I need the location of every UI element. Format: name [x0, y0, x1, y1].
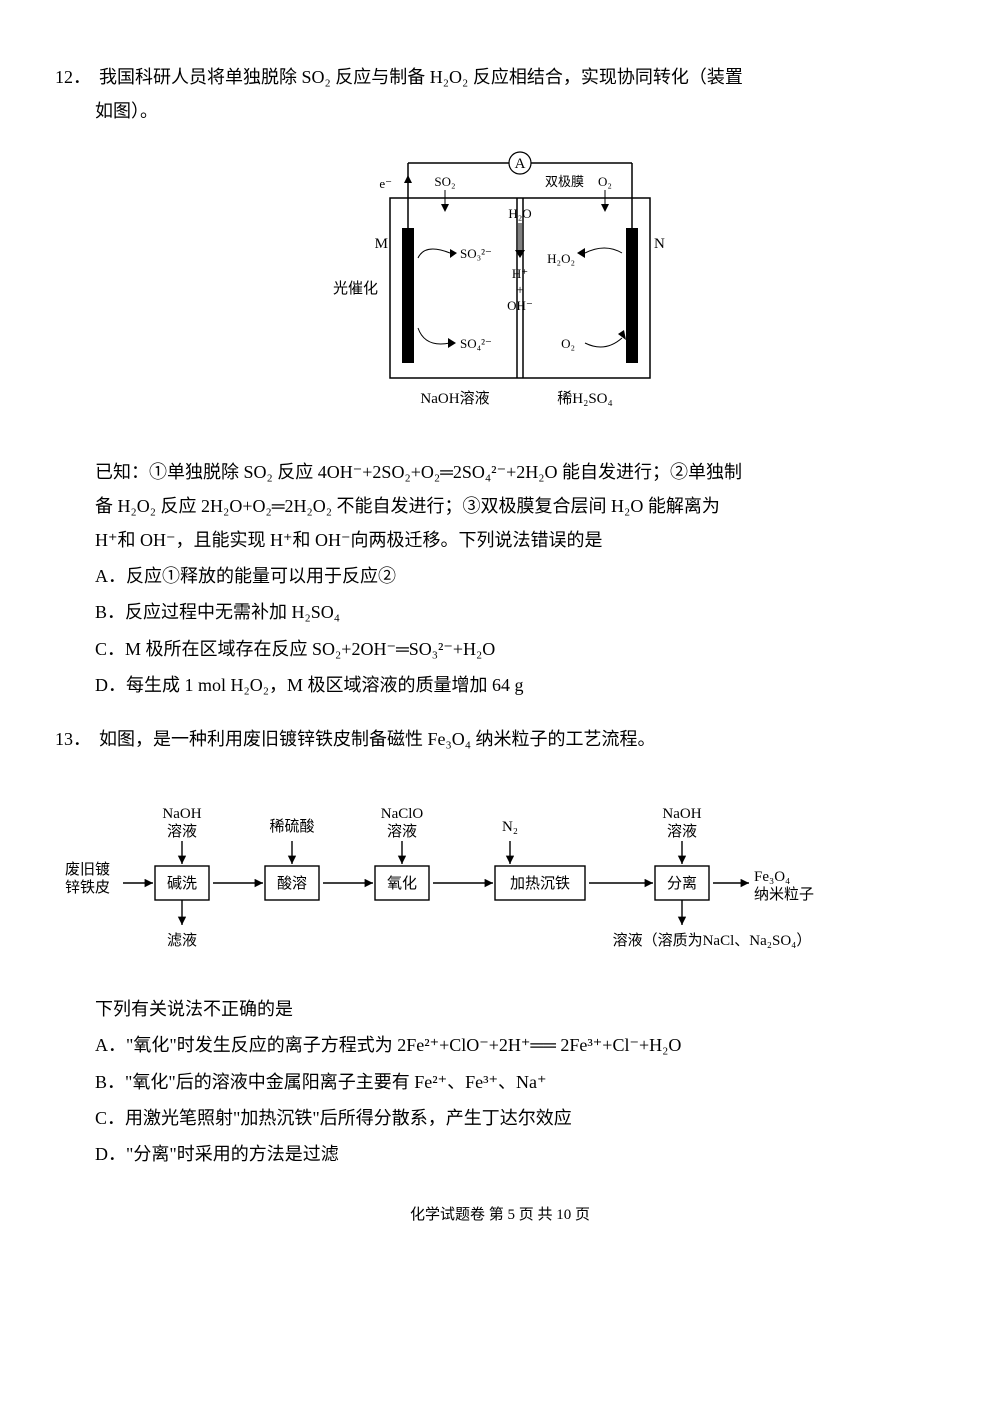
svg-text:SO₂: SO₂	[434, 174, 455, 189]
q13-flowchart: 废旧镀锌铁皮碱洗NaOH溶液酸溶稀硫酸氧化NaClO溶液加热沉铁N₂分离NaOH…	[55, 766, 945, 977]
svg-text:H₂O: H₂O	[508, 206, 531, 221]
svg-text:酸溶: 酸溶	[277, 875, 307, 892]
svg-text:稀H₂SO₄: 稀H₂SO₄	[557, 390, 612, 407]
q13-header: 13． 如图，是一种利用废旧镀锌铁皮制备磁性 Fe₃O₄ 纳米粒子的工艺流程。	[55, 722, 945, 756]
svg-text:滤液: 滤液	[167, 932, 197, 949]
q13-number: 13．	[55, 722, 91, 756]
svg-text:e⁻: e⁻	[379, 176, 392, 191]
svg-text:溶液: 溶液	[167, 823, 197, 840]
svg-text:H₂O₂: H₂O₂	[547, 251, 575, 266]
svg-text:SO₃²⁻: SO₃²⁻	[460, 246, 492, 261]
q13-lead: 下列有关说法不正确的是	[95, 992, 945, 1026]
q13-options: A．"氧化"时发生反应的离子方程式为 2Fe²⁺+ClO⁻+2H⁺══ 2Fe³…	[95, 1028, 945, 1171]
svg-text:H⁺: H⁺	[512, 266, 528, 281]
q12-option-d: D．每生成 1 mol H₂O₂，M 极区域溶液的质量增加 64 g	[95, 668, 945, 702]
svg-text:M: M	[375, 236, 388, 252]
svg-text:O₂: O₂	[561, 336, 575, 351]
svg-text:NaOH: NaOH	[162, 806, 201, 822]
svg-text:N: N	[654, 236, 665, 252]
q12-option-c: C．M 极所在区域存在反应 SO₂+2OH⁻═SO₃²⁻+H₂O	[95, 632, 945, 666]
q13-stem: 如图，是一种利用废旧镀锌铁皮制备磁性 Fe₃O₄ 纳米粒子的工艺流程。	[99, 722, 656, 756]
svg-text:碱洗: 碱洗	[167, 875, 197, 892]
svg-text:锌铁皮: 锌铁皮	[65, 879, 110, 896]
svg-text:Fe₃O₄: Fe₃O₄	[754, 869, 790, 885]
q13-option-a: A．"氧化"时发生反应的离子方程式为 2Fe²⁺+ClO⁻+2H⁺══ 2Fe³…	[95, 1028, 945, 1062]
q12-options: A．反应①释放的能量可以用于反应② B．反应过程中无需补加 H₂SO₄ C．M …	[95, 559, 945, 702]
q12-number: 12．	[55, 60, 91, 94]
svg-text:分离: 分离	[667, 875, 697, 892]
q12-option-b: B．反应过程中无需补加 H₂SO₄	[95, 595, 945, 629]
svg-text:O₂: O₂	[598, 174, 612, 189]
q12-known-line3: H⁺和 OH⁻，且能实现 H⁺和 OH⁻向两极迁移。下列说法错误的是	[95, 523, 945, 557]
q13-option-d: D．"分离"时采用的方法是过滤	[95, 1137, 945, 1171]
svg-text:氧化: 氧化	[387, 875, 417, 892]
page-footer: 化学试题卷 第 5 页 共 10 页	[55, 1201, 945, 1230]
svg-text:溶液: 溶液	[667, 823, 697, 840]
q12-stem-line1: 我国科研人员将单独脱除 SO₂ 反应与制备 H₂O₂ 反应相结合，实现协同转化（…	[99, 60, 743, 94]
q12-diagram: M N 光催化 Ae⁻ SO₂ 双极膜 O₂ H₂O H⁺+OH⁻ SO₃²⁻ SO₄²⁻ H₂O₂ O…	[55, 138, 945, 439]
svg-text:双极膜: 双极膜	[545, 174, 584, 189]
question-12: 12． 我国科研人员将单独脱除 SO₂ 反应与制备 H₂O₂ 反应相结合，实现协…	[55, 60, 945, 702]
svg-text:溶液（溶质为NaCl、Na₂SO₄）: 溶液（溶质为NaCl、Na₂SO₄）	[613, 932, 812, 949]
process-flow-diagram: 废旧镀锌铁皮碱洗NaOH溶液酸溶稀硫酸氧化NaClO溶液加热沉铁N₂分离NaOH…	[55, 766, 945, 966]
svg-text:N₂: N₂	[502, 819, 518, 835]
question-13: 13． 如图，是一种利用废旧镀锌铁皮制备磁性 Fe₃O₄ 纳米粒子的工艺流程。 …	[55, 722, 945, 1171]
svg-text:OH⁻: OH⁻	[507, 298, 533, 313]
q12-option-a: A．反应①释放的能量可以用于反应②	[95, 559, 945, 593]
q13-option-b: B．"氧化"后的溶液中金属阳离子主要有 Fe²⁺、Fe³⁺、Na⁺	[95, 1065, 945, 1099]
q12-known-line1: 已知：①单独脱除 SO₂ 反应 4OH⁻+2SO₂+O₂═2SO₄²⁻+2H₂O…	[95, 455, 945, 489]
q12-known-line2: 备 H₂O₂ 反应 2H₂O+O₂═2H₂O₂ 不能自发进行；③双极膜复合层间 …	[95, 489, 945, 523]
svg-text:废旧镀: 废旧镀	[65, 861, 110, 878]
svg-text:+: +	[516, 282, 523, 297]
electrochemical-cell-diagram: M N 光催化 Ae⁻ SO₂ 双极膜 O₂ H₂O H⁺+OH⁻ SO₃²⁻ SO₄²⁻ H₂O₂ O…	[300, 138, 700, 428]
svg-text:光催化: 光催化	[333, 280, 378, 297]
q12-header: 12． 我国科研人员将单独脱除 SO₂ 反应与制备 H₂O₂ 反应相结合，实现协…	[55, 60, 945, 94]
svg-text:NaClO: NaClO	[381, 806, 424, 822]
q12-stem-line2: 如图）。	[95, 94, 945, 128]
svg-text:NaOH溶液: NaOH溶液	[420, 390, 489, 407]
svg-text:A: A	[515, 156, 526, 172]
svg-text:NaOH: NaOH	[662, 806, 701, 822]
svg-text:稀硫酸: 稀硫酸	[269, 818, 314, 835]
svg-text:SO₄²⁻: SO₄²⁻	[460, 336, 492, 351]
q13-option-c: C．用激光笔照射"加热沉铁"后所得分散系，产生丁达尔效应	[95, 1101, 945, 1135]
svg-text:加热沉铁: 加热沉铁	[510, 875, 570, 892]
svg-text:溶液: 溶液	[387, 823, 417, 840]
svg-text:纳米粒子: 纳米粒子	[754, 886, 814, 903]
